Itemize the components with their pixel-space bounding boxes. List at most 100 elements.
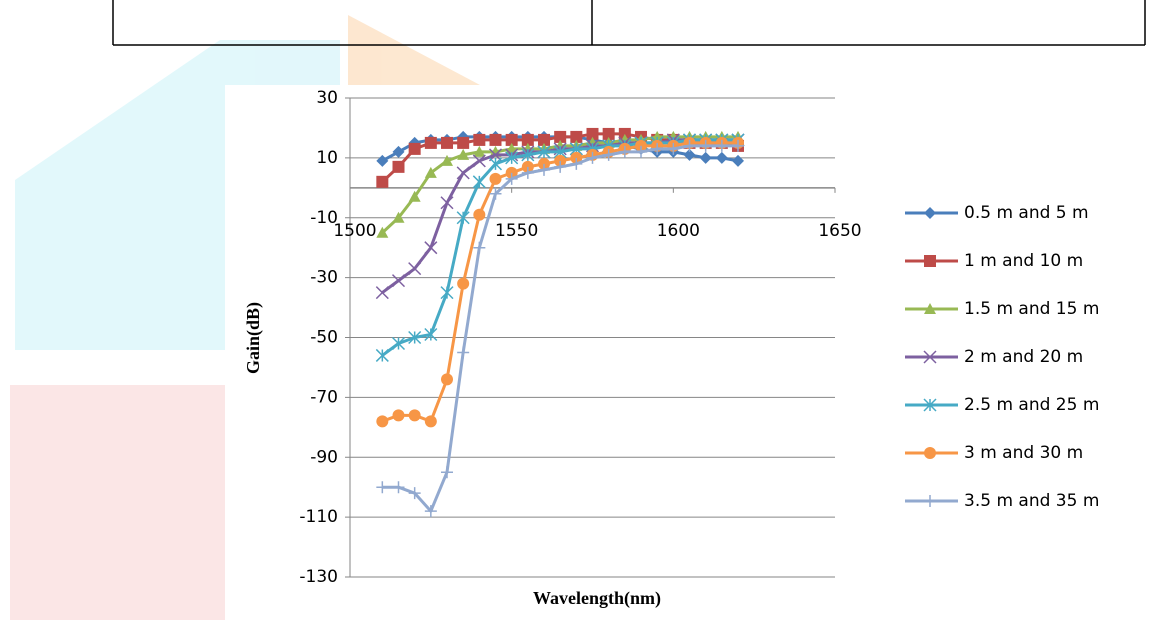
marker [457, 136, 470, 149]
legend-label: 2.5 m and 25 m [964, 395, 1099, 415]
marker [715, 151, 728, 164]
marker [441, 154, 453, 166]
marker [472, 154, 486, 168]
marker [635, 145, 647, 158]
marker [375, 286, 389, 300]
y-axis-title: Gain(dB) [243, 302, 264, 374]
marker [505, 151, 519, 165]
marker [538, 133, 550, 146]
marker [651, 142, 664, 155]
marker [392, 409, 405, 422]
legend-entry: 3.5 m and 35 m [905, 491, 1099, 511]
marker [489, 187, 502, 200]
legend-marker [923, 398, 937, 412]
marker [554, 160, 567, 173]
x-tick-label: 1650 [818, 221, 861, 241]
y-tick-label: 30 [316, 88, 338, 108]
y-tick-label: -110 [299, 507, 338, 527]
marker [408, 142, 421, 155]
marker [488, 157, 503, 171]
marker [457, 148, 470, 160]
marker [570, 130, 583, 143]
marker [602, 148, 615, 161]
marker [473, 241, 486, 254]
marker [667, 142, 680, 155]
marker [408, 487, 421, 500]
marker [456, 166, 470, 180]
legend-marker [924, 255, 936, 267]
legend-entry: 3 m and 30 m [905, 443, 1083, 463]
marker [699, 151, 712, 164]
legend-marker [923, 350, 937, 364]
marker [505, 133, 518, 146]
marker [538, 163, 550, 176]
legend-entry: 0.5 m and 5 m [905, 203, 1089, 223]
y-tick-label: -30 [310, 268, 338, 288]
marker [392, 211, 405, 223]
series [376, 139, 744, 518]
y-tick-label: -50 [310, 328, 338, 348]
marker [457, 346, 470, 359]
legend-label: 2 m and 20 m [964, 347, 1083, 367]
marker [586, 151, 599, 164]
marker [376, 415, 389, 428]
x-tick-label: 1600 [657, 221, 700, 241]
legend-entry: 1 m and 10 m [905, 251, 1083, 271]
legend-marker [924, 495, 936, 507]
legend-label: 1.5 m and 15 m [964, 299, 1099, 319]
marker [424, 166, 437, 178]
marker [473, 208, 486, 221]
marker [424, 136, 437, 149]
marker [376, 154, 389, 167]
marker [408, 409, 421, 422]
marker [392, 145, 405, 158]
watermark-red [10, 385, 225, 620]
marker [408, 262, 422, 276]
marker [618, 145, 631, 158]
marker [570, 157, 583, 170]
marker [391, 274, 406, 288]
legend-entry: 2 m and 20 m [905, 347, 1083, 367]
marker [456, 211, 470, 225]
marker [392, 481, 405, 494]
x-tick-label: 1550 [495, 221, 538, 241]
x-axis-title: Wavelength(nm) [533, 588, 661, 609]
table-fragment [112, 0, 1146, 46]
marker [424, 415, 437, 428]
marker [732, 154, 744, 167]
y-tick-label: -130 [299, 567, 338, 587]
legend-marker [924, 303, 936, 314]
marker [521, 133, 534, 146]
marker [424, 241, 438, 255]
legend-entry: 2.5 m and 25 m [905, 395, 1099, 415]
marker [424, 327, 438, 342]
marker [472, 175, 486, 189]
marker [408, 330, 422, 345]
legend-label: 3.5 m and 35 m [964, 491, 1099, 511]
marker [376, 226, 389, 238]
marker [473, 145, 486, 157]
marker [408, 190, 421, 202]
legend-label: 1 m and 10 m [964, 251, 1083, 271]
y-tick-label: -70 [310, 387, 338, 407]
marker [441, 466, 453, 479]
marker [441, 373, 453, 386]
legend-label: 3 m and 30 m [964, 443, 1083, 463]
marker [391, 336, 406, 351]
legend-entry: 1.5 m and 15 m [905, 299, 1099, 319]
marker [392, 160, 405, 173]
y-tick-label: 10 [316, 148, 338, 168]
marker [375, 348, 389, 362]
marker [683, 139, 696, 152]
marker [489, 133, 502, 146]
marker [376, 175, 389, 188]
y-tick-label: -90 [310, 447, 338, 467]
marker [537, 145, 551, 159]
legend-marker [924, 207, 936, 219]
marker [683, 148, 696, 161]
legend-marker [924, 447, 936, 459]
marker [732, 139, 744, 152]
marker [521, 148, 535, 162]
